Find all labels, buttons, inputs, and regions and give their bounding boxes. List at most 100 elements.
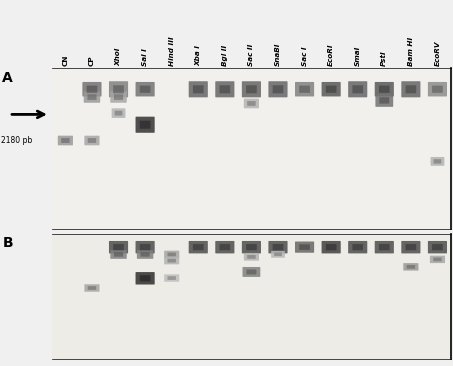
FancyBboxPatch shape [84,284,100,292]
FancyBboxPatch shape [274,253,282,256]
FancyBboxPatch shape [405,85,416,93]
Text: XhoI: XhoI [116,47,121,66]
FancyBboxPatch shape [247,255,255,259]
FancyBboxPatch shape [110,250,127,259]
FancyBboxPatch shape [115,111,122,116]
FancyBboxPatch shape [164,274,179,282]
FancyBboxPatch shape [379,86,390,93]
FancyBboxPatch shape [140,244,150,250]
FancyBboxPatch shape [189,241,208,253]
FancyBboxPatch shape [135,117,154,133]
FancyBboxPatch shape [84,92,100,103]
Text: SnaBI: SnaBI [275,42,281,66]
FancyBboxPatch shape [88,286,96,290]
FancyBboxPatch shape [242,267,260,277]
FancyBboxPatch shape [295,242,314,253]
Text: PstI: PstI [381,50,387,66]
FancyBboxPatch shape [87,86,97,93]
FancyBboxPatch shape [135,272,154,284]
FancyBboxPatch shape [432,244,443,250]
FancyBboxPatch shape [58,136,73,145]
FancyBboxPatch shape [164,251,179,258]
FancyBboxPatch shape [193,85,203,93]
FancyBboxPatch shape [168,259,176,262]
FancyBboxPatch shape [87,94,96,100]
Text: SmaI: SmaI [355,45,361,66]
Text: Hind III: Hind III [169,36,175,66]
FancyBboxPatch shape [352,244,363,250]
Text: B: B [2,236,13,250]
Text: Sac I: Sac I [302,46,308,66]
FancyBboxPatch shape [109,241,128,253]
FancyBboxPatch shape [407,265,415,269]
FancyBboxPatch shape [299,244,310,250]
FancyBboxPatch shape [401,81,420,97]
FancyBboxPatch shape [135,82,154,97]
FancyBboxPatch shape [326,244,337,250]
FancyBboxPatch shape [135,241,154,253]
Text: 2180 pb: 2180 pb [1,136,32,145]
FancyBboxPatch shape [428,241,447,253]
FancyBboxPatch shape [113,244,124,250]
FancyBboxPatch shape [401,241,420,253]
FancyBboxPatch shape [140,275,150,281]
FancyBboxPatch shape [88,138,96,143]
FancyBboxPatch shape [193,244,203,250]
FancyBboxPatch shape [434,159,441,164]
FancyBboxPatch shape [246,269,256,274]
FancyBboxPatch shape [168,253,176,256]
FancyBboxPatch shape [84,136,100,145]
FancyBboxPatch shape [246,244,257,250]
FancyBboxPatch shape [244,253,259,261]
FancyBboxPatch shape [348,241,367,253]
Text: Sac II: Sac II [248,44,255,66]
FancyBboxPatch shape [114,252,123,257]
FancyBboxPatch shape [61,138,70,143]
FancyBboxPatch shape [246,85,257,93]
FancyBboxPatch shape [109,81,128,97]
FancyBboxPatch shape [189,81,208,97]
FancyBboxPatch shape [430,255,445,263]
FancyBboxPatch shape [403,263,419,270]
FancyBboxPatch shape [244,98,259,108]
FancyBboxPatch shape [242,81,261,97]
FancyBboxPatch shape [273,244,283,250]
FancyBboxPatch shape [326,86,337,93]
FancyBboxPatch shape [271,251,285,258]
FancyBboxPatch shape [428,82,447,97]
FancyBboxPatch shape [322,82,341,97]
Text: Xba I: Xba I [195,45,201,66]
Text: Bam HI: Bam HI [408,37,414,66]
FancyBboxPatch shape [113,85,124,93]
FancyBboxPatch shape [111,108,125,118]
Text: CP: CP [89,55,95,66]
FancyBboxPatch shape [140,121,150,129]
Text: Sal I: Sal I [142,48,148,66]
FancyBboxPatch shape [114,94,123,100]
FancyBboxPatch shape [379,97,389,104]
FancyBboxPatch shape [433,258,442,261]
FancyBboxPatch shape [348,81,367,97]
Text: A: A [2,71,13,85]
FancyBboxPatch shape [379,244,390,250]
FancyBboxPatch shape [352,85,363,93]
FancyBboxPatch shape [215,81,234,97]
FancyBboxPatch shape [82,82,101,97]
FancyBboxPatch shape [269,81,288,97]
FancyBboxPatch shape [137,250,154,259]
FancyBboxPatch shape [164,257,179,264]
FancyBboxPatch shape [273,85,283,93]
FancyBboxPatch shape [432,86,443,93]
FancyBboxPatch shape [215,241,234,253]
Text: CN: CN [63,55,68,66]
FancyBboxPatch shape [269,241,288,253]
FancyBboxPatch shape [299,86,310,93]
FancyBboxPatch shape [140,252,149,257]
FancyBboxPatch shape [295,82,314,97]
Text: EcoRI: EcoRI [328,43,334,66]
FancyBboxPatch shape [375,241,394,253]
FancyBboxPatch shape [140,86,150,93]
FancyBboxPatch shape [242,241,261,253]
FancyBboxPatch shape [220,85,230,93]
FancyBboxPatch shape [376,94,393,107]
